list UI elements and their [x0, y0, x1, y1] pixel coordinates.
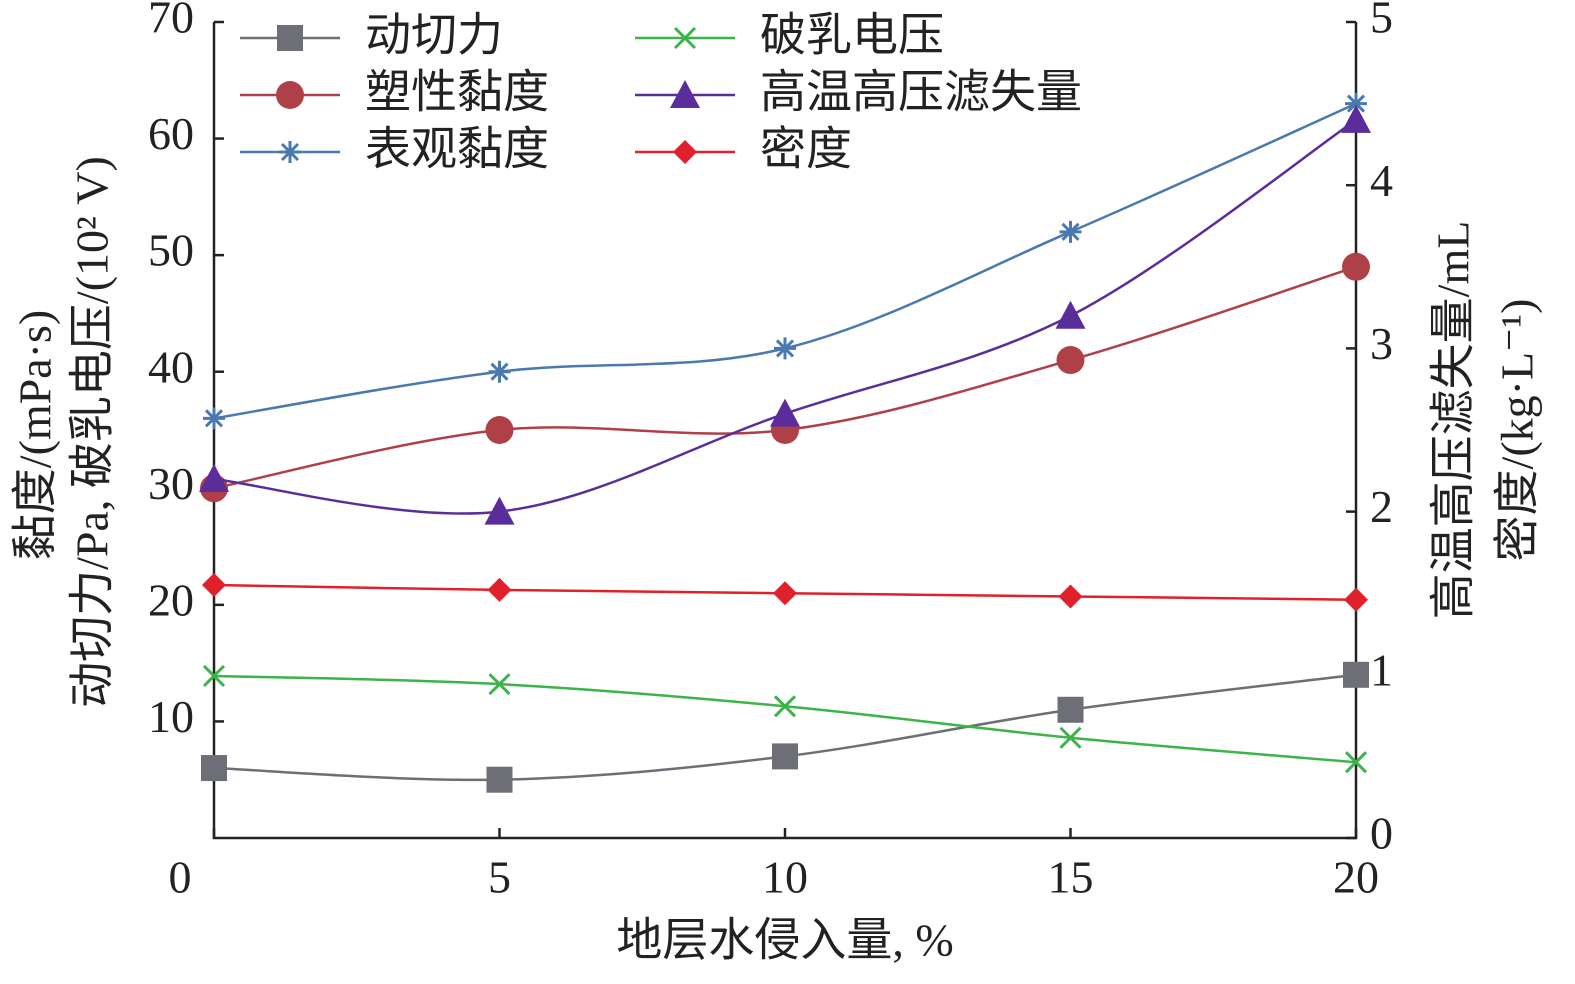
marker — [1344, 751, 1368, 774]
marker — [772, 743, 798, 770]
legend-marker — [276, 81, 304, 109]
legend-marker — [277, 25, 303, 51]
legend-marker — [673, 26, 697, 50]
legend-label: 高温高压滤失量 — [760, 67, 1082, 118]
marker — [1345, 92, 1367, 115]
y2-tick-label: 1 — [1370, 644, 1393, 695]
y2-tick-label: 3 — [1370, 318, 1393, 369]
marker — [1344, 587, 1368, 612]
marker — [485, 416, 514, 444]
y-axis-label: 黏度/(mPa·s) — [10, 310, 61, 560]
marker — [1056, 346, 1085, 375]
marker — [201, 755, 227, 782]
y-tick-label: 70 — [148, 0, 194, 43]
y2-axis-label: 密度/(kg·L⁻¹) — [1492, 299, 1543, 562]
y-tick-label: 40 — [148, 341, 194, 392]
marker — [202, 664, 226, 688]
x-tick-label: 20 — [1333, 852, 1379, 903]
marker — [199, 463, 229, 492]
marker — [488, 673, 511, 696]
legend-label: 动切力 — [365, 10, 503, 61]
marker — [1059, 726, 1082, 749]
marker — [773, 581, 797, 606]
y2-tick-label: 2 — [1370, 481, 1393, 532]
marker — [484, 496, 515, 525]
y2-tick-label: 0 — [1370, 808, 1393, 859]
marker — [1342, 252, 1370, 281]
marker — [1341, 104, 1371, 133]
marker — [1055, 300, 1086, 329]
y-tick-label: 20 — [148, 574, 194, 625]
x-tick-label: 15 — [1048, 852, 1094, 903]
marker — [1059, 220, 1082, 243]
y-axis-label: 动切力/Pa, 破乳电压/(10² V) — [67, 156, 118, 708]
marker — [203, 407, 225, 430]
legend-marker — [673, 140, 697, 164]
y2-tick-label: 4 — [1370, 155, 1393, 206]
marker — [202, 573, 226, 598]
legend-marker — [279, 141, 301, 163]
x-axis-label: 地层水侵入量, % — [616, 915, 953, 966]
legend-marker — [670, 80, 700, 108]
series-line — [213, 118, 1357, 515]
marker — [486, 766, 513, 793]
legend-label: 塑性黏度 — [365, 67, 549, 118]
marker — [1058, 584, 1083, 609]
marker — [1057, 696, 1084, 723]
y2-axis-label: 高温高压滤失量/mL — [1428, 221, 1479, 620]
series-line — [213, 265, 1357, 490]
y-tick-label: 10 — [148, 691, 194, 742]
marker — [488, 360, 511, 383]
marker — [1343, 661, 1369, 688]
x-tick-label: 10 — [762, 852, 808, 903]
marker — [487, 577, 512, 602]
marker — [773, 695, 797, 718]
y-tick-label: 50 — [148, 225, 194, 276]
y2-tick-label: 5 — [1370, 0, 1393, 43]
legend-label: 表观黏度 — [365, 124, 549, 175]
y-tick-label: 60 — [148, 108, 194, 159]
marker — [774, 337, 796, 360]
legend-label: 破乳电压 — [760, 10, 944, 61]
x-tick-label: 5 — [488, 852, 511, 903]
x-tick-label: 0 — [169, 852, 192, 903]
legend-label: 密度 — [760, 124, 852, 175]
y-tick-label: 30 — [148, 458, 194, 509]
marker — [770, 398, 800, 427]
